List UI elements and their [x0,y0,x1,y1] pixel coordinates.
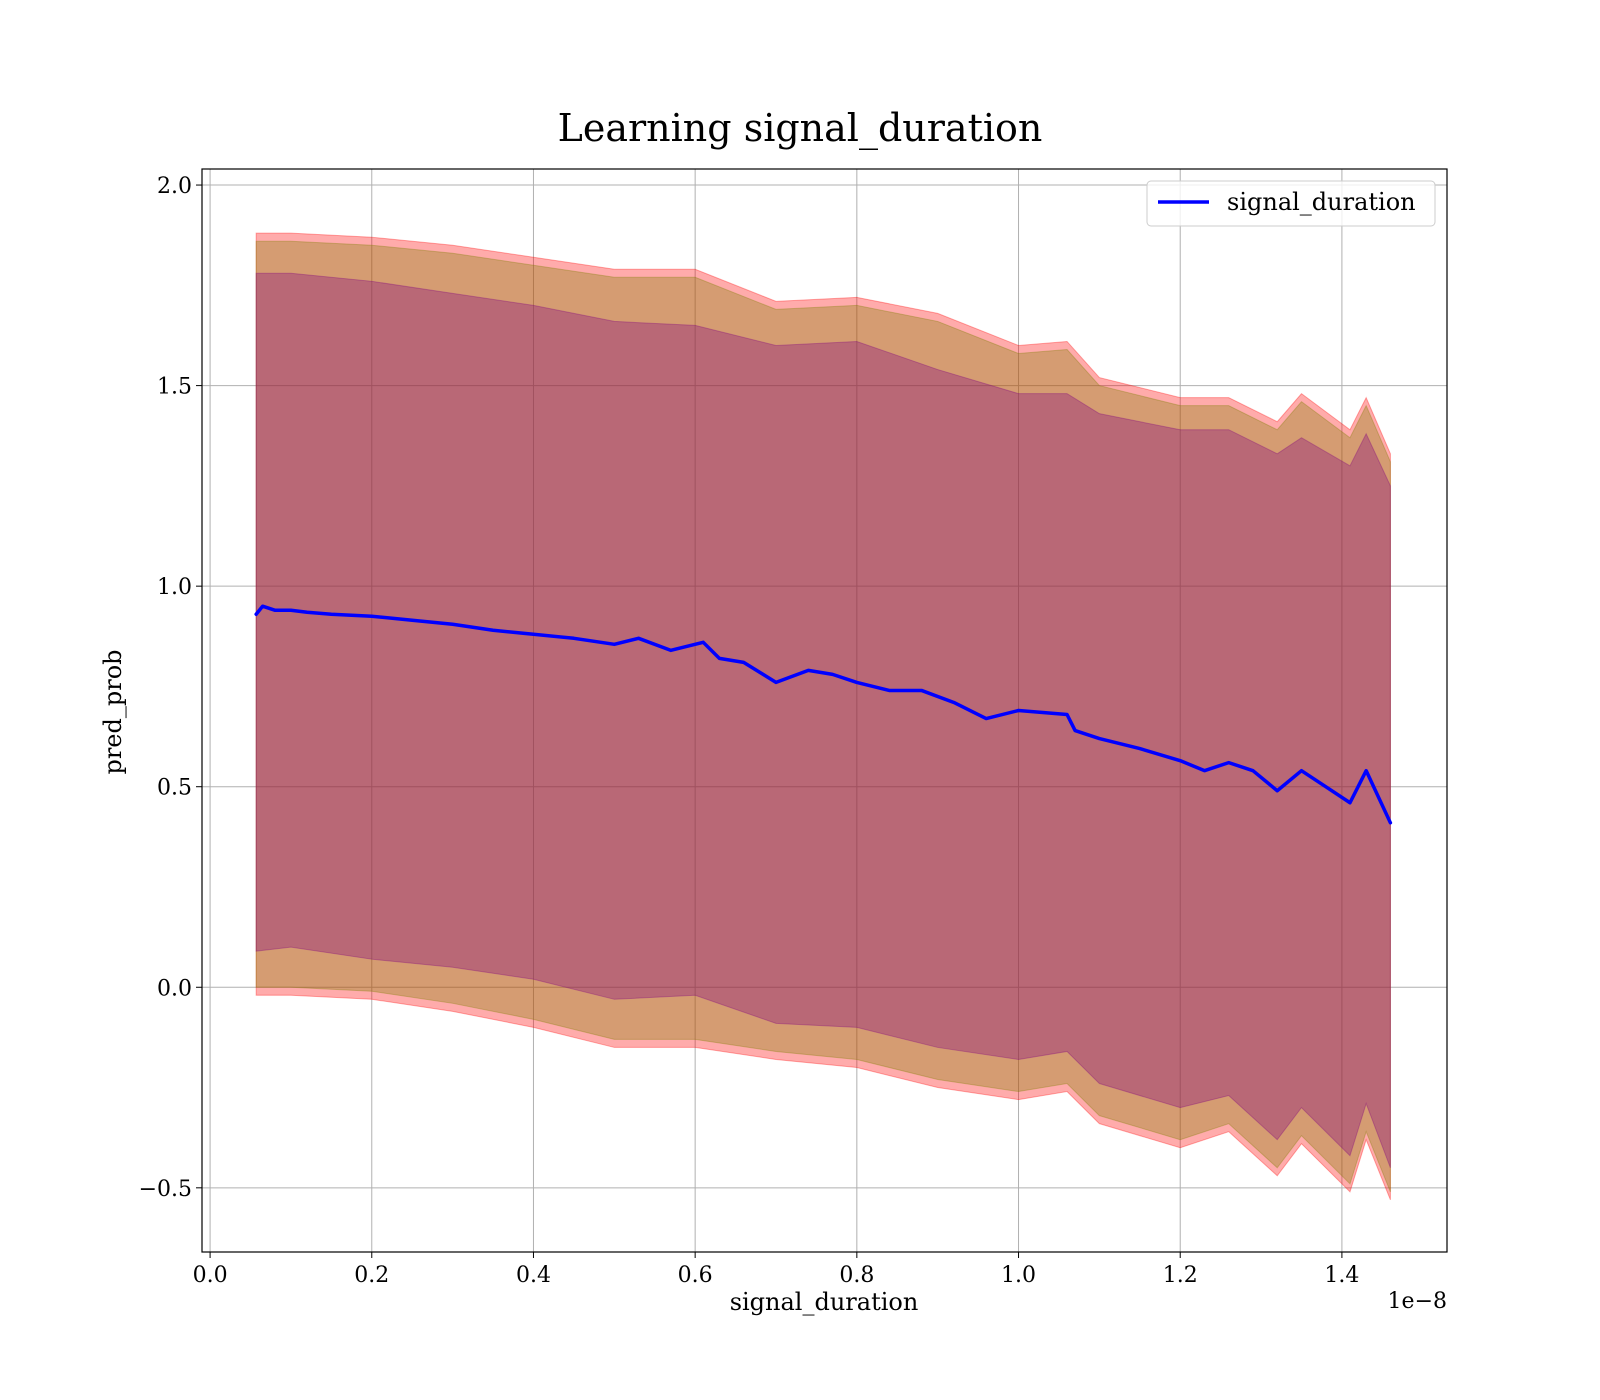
x-tick-label: 0.6 [678,1263,713,1288]
y-tick-label: −0.5 [139,1177,192,1202]
grid [202,169,1447,1252]
uncertainty-band [255,272,1391,1168]
uncertainty-band [255,232,1391,1201]
legend-box [1146,180,1436,227]
series-line [254,604,1393,825]
x-axis-ticks: 0.0 0.2 0.4 0.6 0.8 1.0 1.2 1.4 [193,1252,1359,1288]
plot-frame [201,168,1448,1253]
chart-title: Learning signal_duration [558,106,1043,151]
x-tick-label: 0.2 [354,1263,389,1288]
y-tick-label: 1.5 [157,375,192,400]
legend: signal_duration [1146,180,1436,227]
x-tick-label: 1.2 [1163,1263,1198,1288]
y-tick-label: 1.0 [157,575,192,600]
x-tick-label: 1.0 [1001,1263,1036,1288]
y-tick-label: 2.0 [157,174,192,199]
y-axis-label: pred_prob [99,649,127,774]
x-tick-label: 0.4 [516,1263,551,1288]
uncertainty-band [255,240,1391,1193]
x-tick-label: 1.4 [1324,1263,1359,1288]
y-tick-label: 0.5 [157,776,192,801]
y-axis-ticks: −0.5 0.0 0.5 1.0 1.5 2.0 [139,174,202,1202]
x-axis-label: signal_duration [730,1288,919,1316]
legend-label: signal_duration [1227,188,1416,216]
series-lines [254,604,1393,825]
uncertainty-bands [255,232,1391,1201]
y-tick-label: 0.0 [157,976,192,1001]
x-tick-label: 0.8 [839,1263,874,1288]
x-axis-offset-text: 1e−8 [1388,1289,1447,1314]
x-tick-label: 0.0 [193,1263,228,1288]
